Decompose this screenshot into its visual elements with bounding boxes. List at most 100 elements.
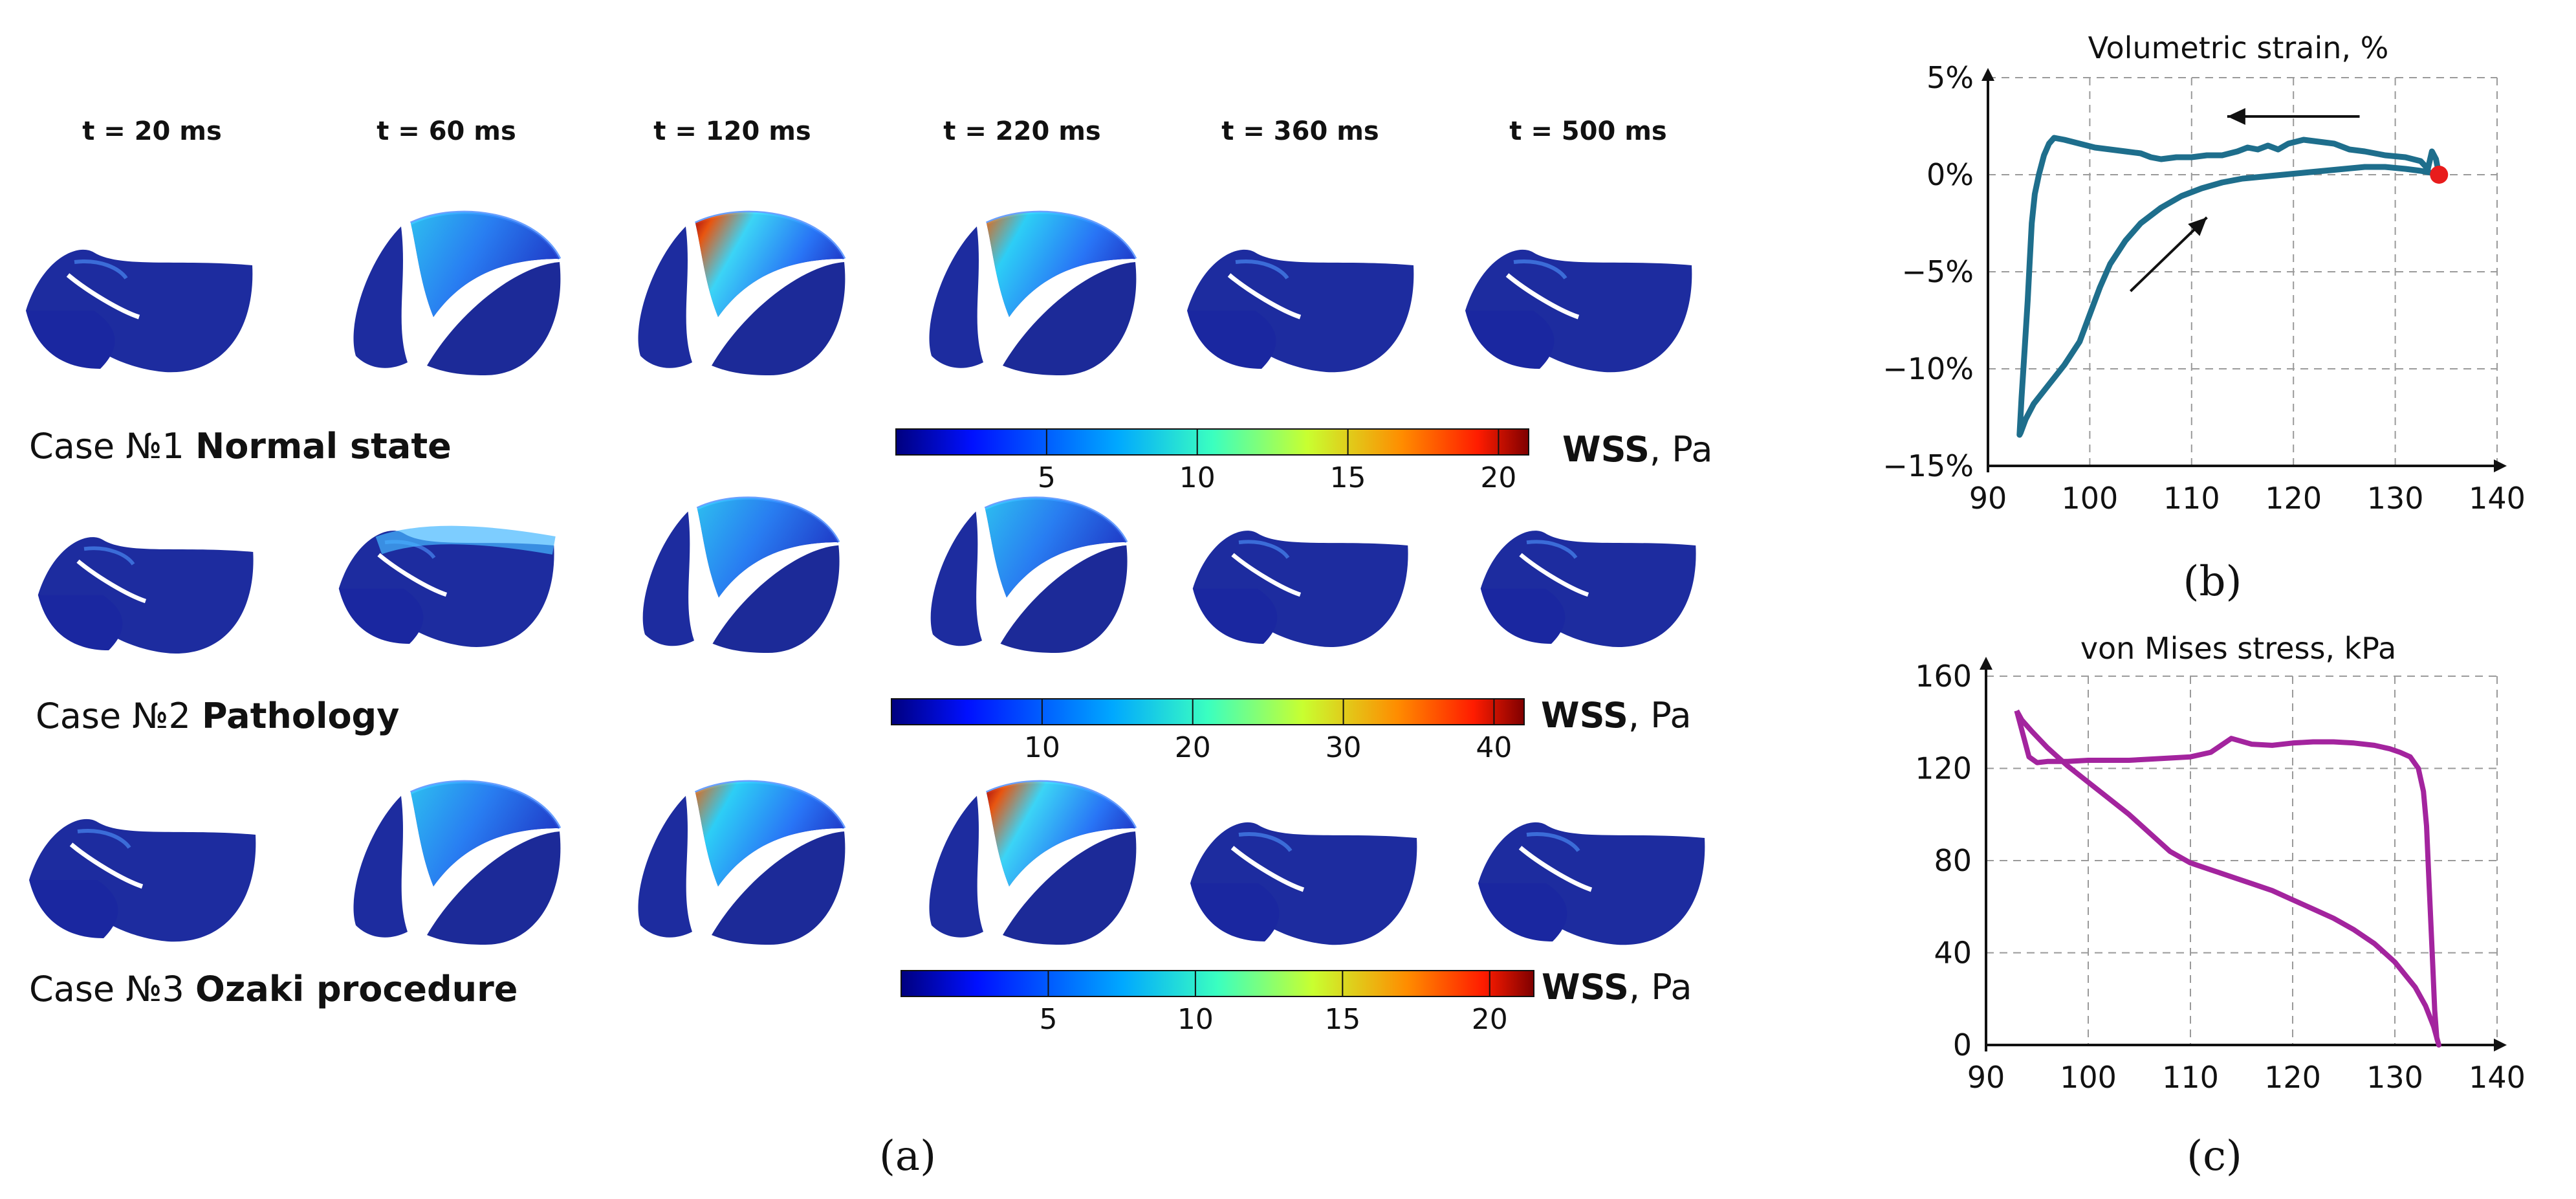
y-tick-label: 5%: [1927, 60, 1974, 95]
valve-render-case2-t500: [1481, 531, 1696, 647]
time-label-120ms: t = 120 ms: [653, 116, 811, 146]
panel-b-label: (b): [2183, 558, 2242, 606]
colorbar-case-3: 5 10 15 20 WSS, Pa: [901, 967, 1692, 1036]
chart-c-y-axis-arrow: [1980, 657, 1992, 670]
x-tick-label: 110: [2163, 481, 2220, 516]
x-tick-label: 120: [2264, 1060, 2321, 1095]
colorbar-case-3-ticks: 5 10 15 20: [1039, 971, 1508, 1036]
case-1-prefix: Case №1: [29, 426, 184, 467]
colorbar-tick-label: 5: [1038, 461, 1056, 494]
colorbar-case-2: 10 20 30 40 WSS, Pa: [891, 695, 1691, 764]
x-tick-label: 140: [2469, 481, 2526, 516]
valve-render-case1-t60: [353, 212, 560, 375]
chart-c-series-line: [2014, 709, 2441, 1048]
colorbar-case-3-label: WSS, Pa: [1542, 967, 1692, 1007]
valve-render-case2-t220: [931, 498, 1128, 653]
chart-c-tick-labels: 90 100 110 120 130 140 160 120 80 40 0: [1915, 659, 2526, 1095]
valve-render-case3-t20: [29, 819, 256, 941]
valve-render-case2-t120: [643, 498, 840, 653]
x-tick-label: 90: [1969, 481, 2007, 516]
case-2-prefix: Case №2: [36, 696, 191, 736]
valve-render-case1-t500: [1465, 250, 1692, 372]
time-label-60ms: t = 60 ms: [377, 116, 516, 146]
x-tick-label: 90: [1967, 1060, 2005, 1095]
chart-c-grid: [1986, 676, 2498, 1045]
colorbar-case-3-unit: , Pa: [1629, 967, 1692, 1007]
chart-von-mises-stress: von Mises stress, kPa 90 100 110 120 130 140 1…: [1915, 631, 2526, 1180]
chart-b-grid: [1988, 77, 2498, 466]
colorbar-tick-label: 30: [1326, 731, 1362, 764]
colorbar-case-3-gradient: [901, 970, 1534, 997]
valve-render-case3-t500: [1478, 822, 1705, 945]
valve-row-case-2: [38, 498, 1696, 654]
case-2-name: Pathology: [202, 696, 399, 736]
case-3-title: Case №3 Ozaki procedure: [29, 969, 518, 1009]
colorbar-case-1-gradient: [895, 428, 1529, 456]
colorbar-tick-label: 20: [1472, 1003, 1508, 1036]
time-label-220ms: t = 220 ms: [943, 116, 1100, 146]
colorbar-tick-label: 40: [1476, 731, 1512, 764]
colorbar-tick-label: 10: [1024, 731, 1060, 764]
colorbar-case-2-label: WSS, Pa: [1541, 695, 1691, 736]
valve-render-case1-t20: [26, 250, 252, 372]
colorbar-case-1: 5 10 15 20 WSS, Pa: [895, 428, 1712, 494]
valve-row-case-3: [29, 782, 1705, 945]
valve-render-case1-t120: [638, 212, 845, 375]
chart-c-title: von Mises stress, kPa: [2080, 631, 2396, 666]
colorbar-tick-label: 20: [1480, 461, 1516, 494]
case-1-title: Case №1 Normal state: [29, 426, 452, 467]
colorbar-tick-label: 10: [1177, 1003, 1214, 1036]
colorbar-tick-label: 20: [1175, 731, 1211, 764]
case-2-title: Case №2 Pathology: [36, 696, 399, 736]
time-label-20ms: t = 20 ms: [82, 116, 222, 146]
valve-render-case1-t220: [929, 212, 1136, 375]
chart-volumetric-strain: Volumetric strain, % 90 100 110 120 130 140 5%…: [1883, 30, 2526, 606]
case-1-name: Normal state: [195, 426, 452, 467]
chart-c-x-axis-arrow: [2494, 1039, 2507, 1051]
y-tick-label: 160: [1915, 659, 1972, 694]
x-tick-label: 100: [2061, 481, 2118, 516]
x-tick-label: 130: [2366, 1060, 2423, 1095]
y-tick-label: 80: [1934, 843, 1972, 878]
valve-render-case3-t60: [353, 782, 560, 945]
x-tick-label: 130: [2367, 481, 2424, 516]
panel-a-label: (a): [879, 1132, 936, 1180]
colorbar-case-3-quantity: WSS: [1542, 967, 1629, 1007]
colorbar-tick-label: 15: [1324, 1003, 1360, 1036]
time-label-500ms: t = 500 ms: [1509, 116, 1666, 146]
valve-render-case1-t360: [1187, 250, 1414, 372]
colorbar-case-2-ticks: 10 20 30 40: [1024, 699, 1512, 764]
x-tick-label: 110: [2162, 1060, 2219, 1095]
y-tick-label: 0: [1953, 1028, 1972, 1062]
valve-render-case3-t220: [929, 782, 1136, 945]
y-tick-label: −15%: [1883, 448, 1974, 483]
y-tick-label: 0%: [1927, 157, 1974, 192]
chart-b-series-line: [2016, 135, 2442, 438]
time-labels: t = 20 ms t = 60 ms t = 120 ms t = 220 m…: [82, 116, 1666, 146]
valve-row-case-1: [26, 212, 1692, 375]
time-label-360ms: t = 360 ms: [1221, 116, 1379, 146]
valve-render-case3-t120: [638, 782, 845, 945]
x-tick-label: 120: [2265, 481, 2322, 516]
colorbar-case-1-unit: , Pa: [1650, 429, 1713, 470]
valve-render-case2-t360: [1193, 531, 1408, 647]
direction-arrow-head: [2227, 108, 2245, 125]
y-tick-label: 40: [1934, 936, 1972, 971]
chart-b-title: Volumetric strain, %: [2088, 30, 2389, 65]
y-tick-label: −5%: [1901, 254, 1974, 289]
chart-b-x-axis-arrow: [2494, 459, 2507, 472]
colorbar-case-2-gradient: [891, 698, 1525, 725]
panel-c-label: (c): [2187, 1132, 2242, 1180]
colorbar-tick-label: 10: [1179, 461, 1216, 494]
x-tick-label: 140: [2469, 1060, 2526, 1095]
x-tick-label: 100: [2060, 1060, 2117, 1095]
chart-b-start-marker: [2430, 166, 2449, 184]
valve-render-case2-t60: [339, 525, 554, 647]
colorbar-case-2-unit: , Pa: [1628, 695, 1692, 736]
case-3-prefix: Case №3: [29, 969, 184, 1009]
colorbar-case-1-label: WSS, Pa: [1562, 429, 1712, 470]
colorbar-case-1-ticks: 5 10 15 20: [1038, 429, 1516, 494]
colorbar-tick-label: 5: [1039, 1003, 1057, 1036]
valve-render-case3-t360: [1190, 822, 1417, 945]
